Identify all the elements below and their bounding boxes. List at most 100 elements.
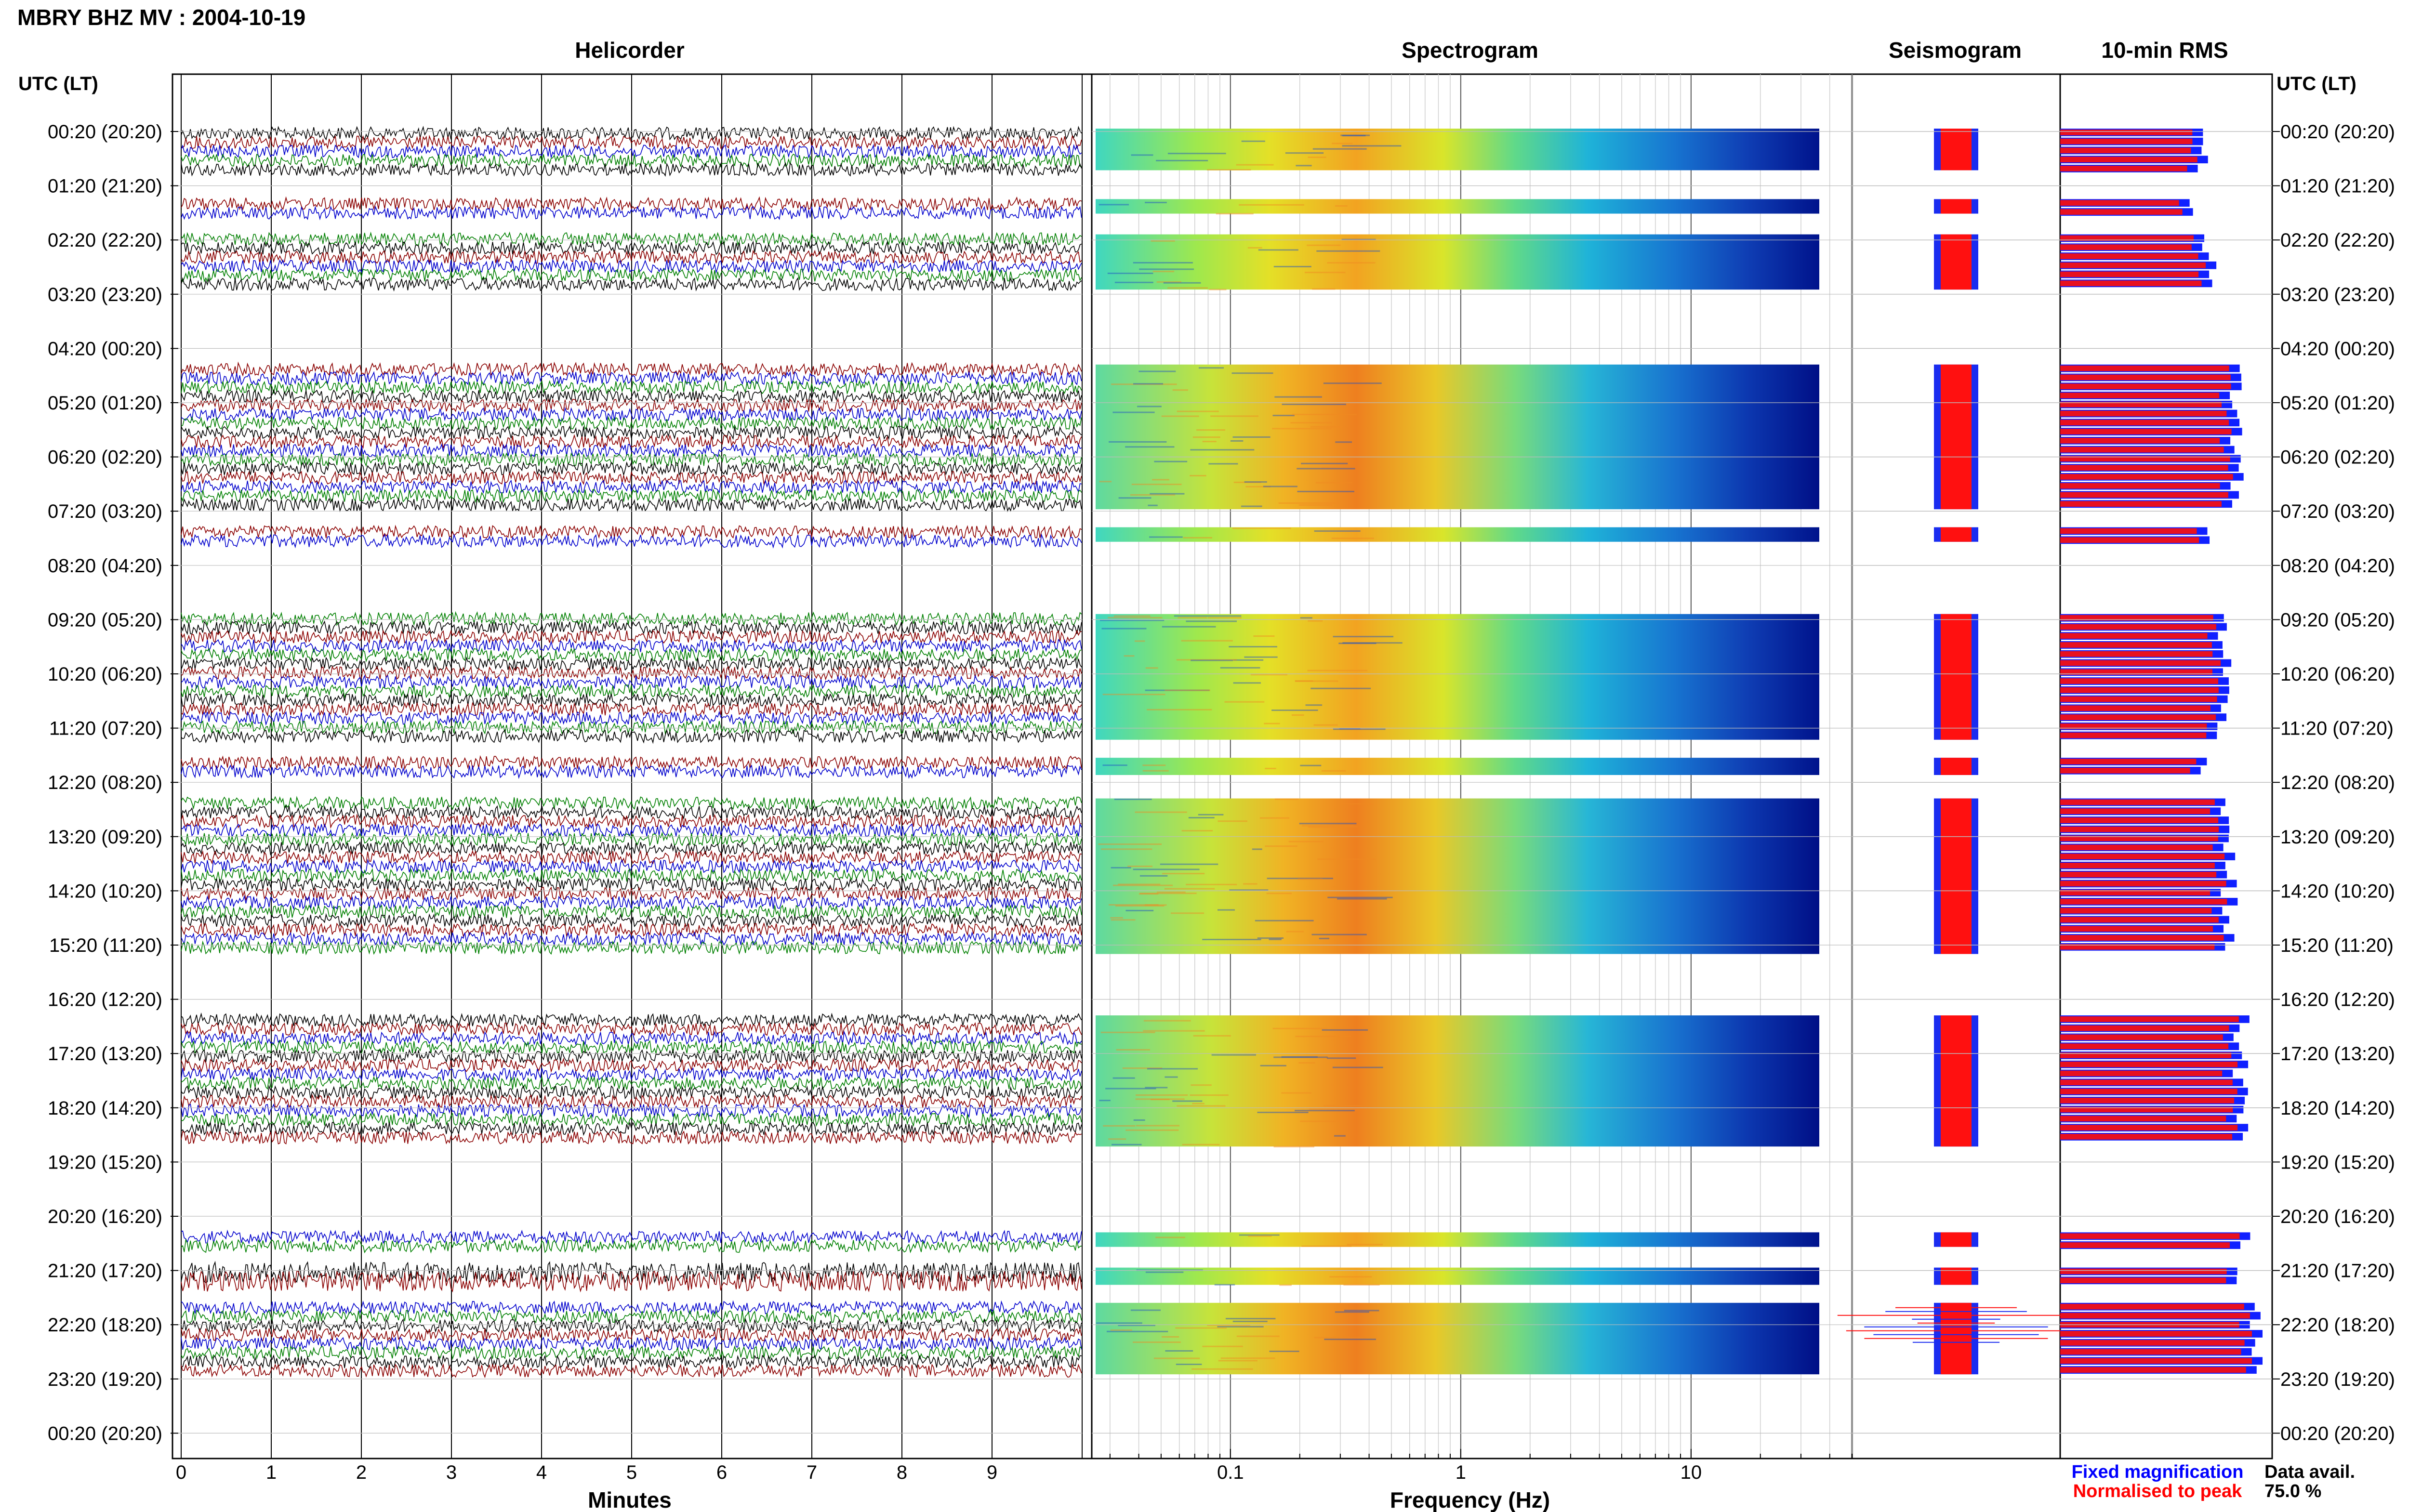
- time-label-left: 05:20 (01:20): [48, 393, 162, 414]
- rms-bar-normalised: [2060, 1070, 2223, 1077]
- spectrogram-streak: [1150, 493, 1185, 495]
- helicorder-trace: [181, 886, 1082, 901]
- time-axis-label-left: UTC (LT): [18, 73, 98, 94]
- spectrogram-streak: [1231, 372, 1273, 374]
- spectrogram-streak: [1225, 1318, 1276, 1320]
- time-label-right: 05:20 (01:20): [2280, 393, 2395, 414]
- time-label-left: 10:20 (06:20): [48, 664, 162, 685]
- spectrogram-streak: [1304, 272, 1346, 274]
- spectrogram-streak: [1182, 1144, 1220, 1145]
- spectrogram-streak: [1113, 615, 1151, 617]
- rms-bar-normalised: [2060, 1089, 2237, 1094]
- spectrogram-streak: [1257, 1111, 1309, 1113]
- spectrogram-streak: [1322, 467, 1343, 469]
- spectrogram-x-tick-label: 0.1: [1217, 1462, 1244, 1483]
- rms-bar-normalised: [2060, 678, 2218, 684]
- helicorder-trace: [181, 656, 1082, 671]
- spectrogram-streak: [1335, 205, 1348, 207]
- time-label-left: 13:20 (09:20): [48, 827, 162, 848]
- spectrogram-streak: [1298, 504, 1333, 506]
- rms-bar-normalised: [2060, 383, 2231, 390]
- spectrogram-streak: [1338, 643, 1377, 644]
- spectrogram-streak: [1313, 724, 1338, 726]
- rms-bar-normalised: [2060, 157, 2197, 163]
- spectrogram-streak: [1214, 1284, 1235, 1286]
- spectrogram-streak: [1340, 803, 1374, 805]
- spectrogram-streak: [1130, 494, 1176, 496]
- spectrogram-streak: [1151, 240, 1175, 242]
- spectrogram-streak: [1236, 1335, 1280, 1337]
- helicorder-trace: [181, 647, 1082, 663]
- spectrogram-streak: [1167, 287, 1208, 289]
- spectrogram-streak: [1137, 406, 1162, 408]
- time-label-right: 09:20 (05:20): [2280, 609, 2395, 631]
- spectrogram-streak: [1135, 1098, 1185, 1100]
- spectrogram-streak: [1286, 931, 1304, 933]
- spectrogram-streak: [1344, 1310, 1379, 1312]
- seismogram-bands: [1837, 129, 2075, 1375]
- helicorder-trace: [181, 1066, 1082, 1082]
- rms-bar-normalised: [2060, 1242, 2230, 1248]
- seismogram-normalised: [1941, 199, 1972, 214]
- panel-title-spectrogram: Spectrogram: [1402, 38, 1538, 63]
- spectrogram-streak: [1217, 909, 1235, 911]
- spectrogram-streak: [1272, 1027, 1327, 1029]
- spectrogram-streak: [1114, 281, 1153, 283]
- helicorder-trace: [181, 692, 1082, 708]
- rms-bar-normalised: [2060, 209, 2183, 215]
- spectrogram-streak: [1133, 1119, 1145, 1121]
- spectrogram-streak: [1273, 1146, 1315, 1148]
- spectrogram-x-tick-label: 1: [1456, 1462, 1466, 1483]
- helicorder-trace: [181, 144, 1082, 159]
- spectrogram-streak: [1322, 1029, 1368, 1031]
- helicorder-trace: [181, 931, 1082, 947]
- spectrogram-streak: [1252, 848, 1262, 850]
- helicorder-trace: [181, 416, 1082, 431]
- time-label-left: 15:20 (11:20): [49, 935, 162, 956]
- spectrogram-streak: [1143, 1030, 1205, 1032]
- spectrogram-streak: [1233, 481, 1261, 483]
- spectrogram-streak: [1177, 410, 1219, 412]
- helicorder-trace: [181, 231, 1082, 247]
- spectrogram-streak: [1162, 1336, 1179, 1338]
- helicorder-trace: [181, 452, 1082, 467]
- spectrogram-streak: [1274, 396, 1322, 398]
- helicorder-x-tick-label: 8: [897, 1462, 907, 1483]
- spectrogram-streak: [1209, 289, 1227, 290]
- rms-bar-normalised: [2060, 1367, 2246, 1373]
- spectrogram-streak: [1301, 462, 1348, 464]
- rms-bar-normalised: [2060, 944, 2215, 950]
- spectrogram-streak: [1152, 479, 1169, 481]
- helicorder-trace: [181, 1076, 1082, 1091]
- helicorder-trace: [181, 638, 1082, 654]
- spectrogram-streak: [1198, 814, 1224, 815]
- rms-bar-normalised: [2060, 917, 2219, 923]
- spectrogram-streak: [1139, 268, 1194, 270]
- spectrogram-streak: [1156, 281, 1181, 283]
- time-label-right: 23:20 (19:20): [2280, 1369, 2395, 1390]
- spectrogram-streak: [1118, 1325, 1155, 1327]
- helicorder-trace: [181, 1238, 1082, 1254]
- spectrogram-streak: [1310, 426, 1343, 428]
- rms-bar-normalised: [2060, 528, 2197, 534]
- helicorder-x-tick-label: 5: [626, 1462, 637, 1483]
- spectrogram-streak: [1136, 1269, 1203, 1271]
- helicorder-trace: [181, 134, 1082, 150]
- rms-bar-normalised: [2060, 244, 2192, 250]
- spectrogram-streak: [1321, 770, 1346, 772]
- spectrogram-streak: [1243, 883, 1257, 885]
- spectrogram-streak: [1295, 1036, 1351, 1038]
- spectrogram-band: [1096, 527, 1819, 542]
- spectrogram-streak: [1191, 1084, 1212, 1086]
- spectrogram-streak: [1131, 484, 1182, 486]
- spectrogram-streak: [1118, 497, 1152, 499]
- rms-bar-normalised: [2060, 890, 2210, 896]
- spectrogram-streak: [1186, 883, 1237, 885]
- rms-bar-normalised: [2060, 130, 2193, 135]
- spectrogram-streak: [1232, 1320, 1268, 1322]
- spectrogram-streak: [1271, 710, 1318, 711]
- spectrogram-streak: [1098, 843, 1162, 845]
- helicorder-trace: [181, 1130, 1082, 1145]
- time-label-right: 11:20 (07:20): [2280, 718, 2394, 739]
- time-label-right: 14:20 (10:20): [2280, 881, 2395, 902]
